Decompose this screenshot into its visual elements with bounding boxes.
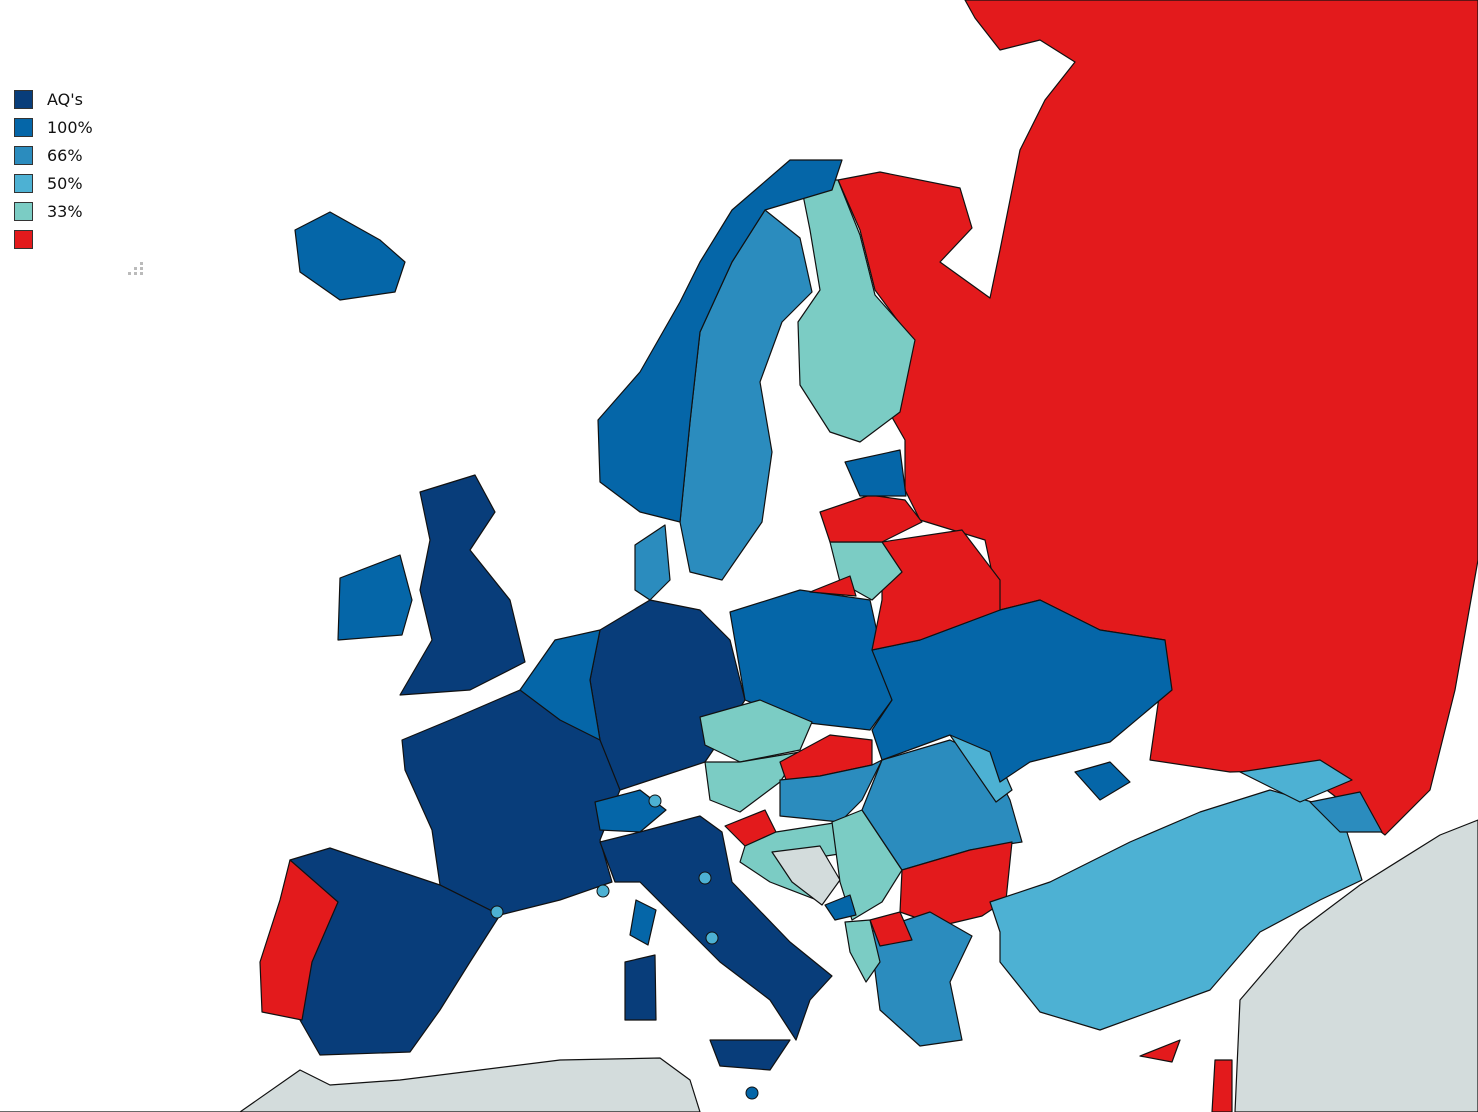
legend-item-33: 33%: [14, 197, 93, 225]
legend-item-100: 100%: [14, 113, 93, 141]
region-sardinia: [624, 954, 657, 1021]
legend-swatch: [14, 145, 33, 165]
legend-swatch: [14, 89, 33, 109]
city-marker: [745, 1086, 759, 1100]
region-greece: [869, 911, 973, 1047]
legend: AQ's 100% 66% 50% 33%: [14, 85, 93, 253]
legend-swatch: [14, 117, 33, 137]
region-portugal: [259, 859, 339, 1021]
region-georgia: [1239, 759, 1353, 803]
city-marker: [698, 871, 712, 885]
region-belarus: [871, 529, 1001, 651]
city-marker: [596, 884, 610, 898]
legend-label: 100%: [47, 117, 93, 137]
region-switzerland: [594, 789, 667, 833]
region-czechia: [699, 699, 813, 763]
region-kaliningrad: [809, 575, 857, 597]
region-iceland: [294, 211, 406, 301]
region-hungary: [779, 759, 883, 823]
resize-grip-icon[interactable]: [128, 262, 146, 278]
legend-label: 50%: [47, 173, 83, 193]
region-cyprus: [1139, 1039, 1181, 1063]
legend-item-50: 50%: [14, 169, 93, 197]
legend-swatch: [14, 201, 33, 221]
region-ireland: [337, 554, 413, 641]
region-montenegro: [824, 894, 857, 921]
region-denmark: [634, 524, 671, 601]
region-caucasus-south: [1309, 791, 1383, 833]
region-benelux: [519, 629, 601, 741]
legend-item-aqs: AQ's: [14, 85, 93, 113]
region-united-kingdom: [399, 474, 526, 696]
legend-label: AQ's: [47, 89, 83, 109]
region-sicily: [709, 1039, 791, 1071]
region-norway: [597, 159, 843, 523]
region-turkey: [989, 789, 1363, 1031]
region-middle-east: [1234, 819, 1478, 1112]
city-marker: [648, 794, 662, 808]
region-finland: [797, 179, 916, 443]
region-israel: [1211, 1059, 1233, 1112]
region-ukraine: [871, 599, 1173, 783]
region-north-macedonia: [869, 911, 913, 947]
legend-label: 33%: [47, 201, 83, 221]
region-north-africa: [0, 1057, 701, 1112]
legend-item-66: 66%: [14, 141, 93, 169]
legend-item-red: [14, 225, 93, 253]
city-marker: [490, 905, 504, 919]
region-estonia: [844, 449, 907, 497]
legend-label: 66%: [47, 145, 83, 165]
region-albania: [844, 919, 881, 983]
region-italy: [599, 815, 833, 1041]
region-bosnia: [771, 845, 841, 906]
city-marker: [705, 931, 719, 945]
legend-swatch: [14, 173, 33, 193]
legend-swatch: [14, 229, 33, 249]
region-crimea: [1074, 761, 1131, 801]
region-corsica: [629, 899, 657, 946]
region-latvia: [819, 494, 923, 543]
